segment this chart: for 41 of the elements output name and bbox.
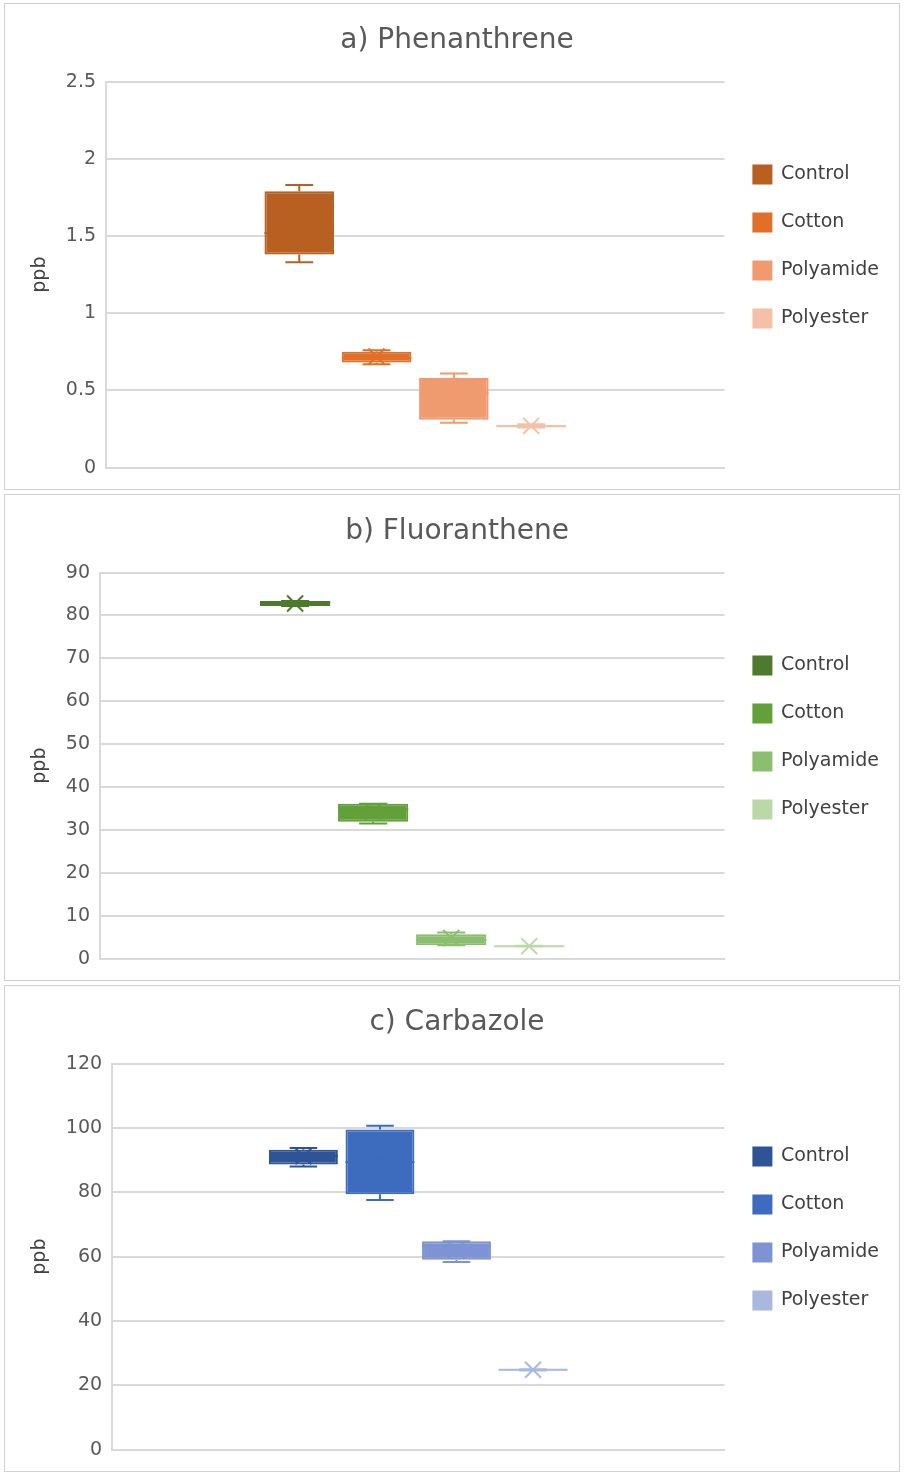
chart-title: a) Phenanthrene: [340, 22, 574, 56]
y-tick-label: 90: [65, 559, 90, 582]
y-tick-label: 10: [65, 902, 90, 925]
chart-title: c) Carbazole: [369, 1004, 545, 1038]
legend-label: Cotton: [780, 1191, 845, 1214]
legend-label: Polyester: [780, 305, 869, 328]
legend-label: Control: [780, 1143, 850, 1166]
y-tick-label: 20: [65, 859, 90, 882]
y-tick-label: 40: [65, 773, 90, 796]
legend-label: Polyamide: [780, 1239, 879, 1262]
y-tick-label: 0: [83, 454, 97, 477]
y-tick-label: 2: [83, 145, 97, 168]
y-tick-label: 80: [77, 1179, 103, 1202]
y-tick-label: 20: [77, 1372, 103, 1395]
chart-title: b) Fluoranthene: [345, 513, 569, 547]
legend-label: Control: [780, 652, 850, 675]
y-tick-label: 60: [77, 1243, 103, 1266]
y-tick-label: 60: [65, 688, 90, 711]
y-tick-label: 1: [83, 300, 97, 323]
y-tick-label: 80: [65, 602, 90, 625]
y-tick-label: 0: [77, 945, 90, 968]
y-tick-label: 100: [65, 1114, 103, 1137]
y-tick-label: 120: [65, 1050, 103, 1073]
y-axis-title: ppb: [27, 256, 50, 293]
y-tick-label: 1.5: [65, 222, 97, 245]
y-tick-label: 40: [77, 1307, 103, 1330]
y-tick-label: 30: [65, 816, 90, 839]
y-axis-title: ppb: [27, 1238, 50, 1275]
legend-label: Control: [780, 161, 850, 184]
y-tick-label: 70: [65, 645, 90, 668]
legend-label: Cotton: [780, 209, 845, 232]
y-axis-title: ppb: [27, 747, 50, 784]
y-tick-label: 0: [89, 1436, 103, 1459]
legend-label: Polyester: [780, 1287, 869, 1310]
y-tick-label: 0.5: [65, 377, 97, 400]
legend-label: Cotton: [780, 700, 845, 723]
legend-label: Polyamide: [780, 748, 879, 771]
legend-label: Polyester: [780, 796, 869, 819]
y-tick-label: 2.5: [65, 68, 97, 91]
y-tick-label: 50: [65, 731, 90, 754]
legend-label: Polyamide: [780, 257, 879, 280]
